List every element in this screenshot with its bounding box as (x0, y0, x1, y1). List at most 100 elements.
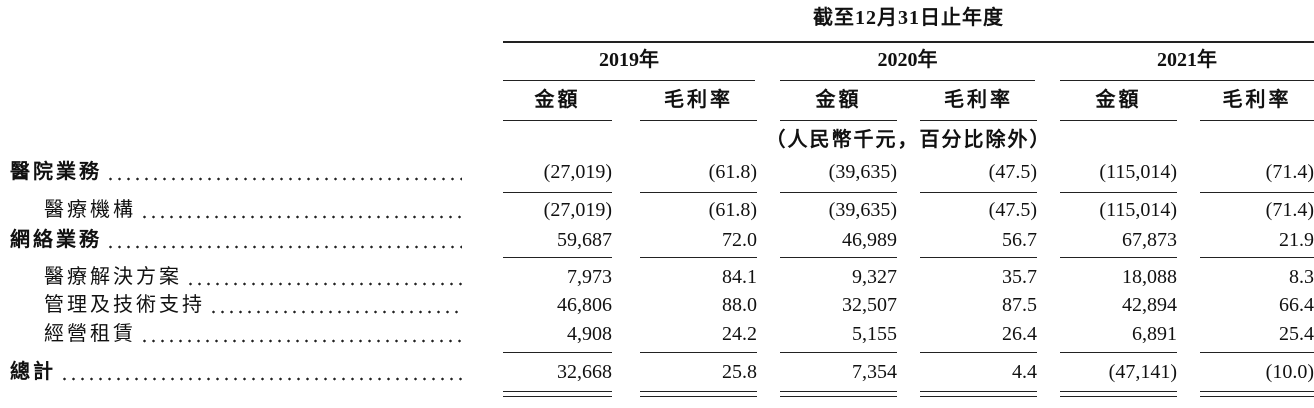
cell-value: 25.4 (1279, 323, 1314, 345)
row-rule (1060, 257, 1177, 258)
column-rule (1200, 120, 1314, 121)
column-rule (503, 120, 612, 121)
cell-value: (47.5) (988, 199, 1037, 221)
cell-value: 25.8 (722, 361, 757, 383)
cell-value: 46,806 (557, 294, 612, 316)
cell-value: (71.4) (1265, 199, 1314, 221)
total-double-rule (780, 391, 897, 392)
dot-leader (209, 310, 462, 314)
cell-value: 46,989 (842, 229, 897, 251)
cell-value: 87.5 (1002, 294, 1037, 316)
cell-value: 56.7 (1002, 229, 1037, 251)
cell-value: (115,014) (1099, 161, 1177, 183)
row-rule (1200, 352, 1314, 353)
cell-value: (61.8) (708, 199, 757, 221)
dot-leader (106, 245, 462, 249)
row-rule (503, 257, 612, 258)
total-double-rule (1060, 396, 1177, 397)
cell-value: 4.4 (1012, 361, 1037, 383)
row-rule (503, 192, 612, 193)
column-header: 毛利率 (944, 89, 1013, 111)
year-rule (1060, 80, 1314, 81)
total-double-rule (920, 391, 1037, 392)
row-rule (780, 257, 897, 258)
cell-value: 21.9 (1279, 229, 1314, 251)
column-rule (1060, 120, 1177, 121)
row-rule (780, 192, 897, 193)
row-rule (920, 192, 1037, 193)
column-header: 金額 (1095, 89, 1142, 111)
cell-value: 5,155 (852, 323, 897, 345)
row-rule (640, 352, 757, 353)
year-rule (780, 80, 1035, 81)
row-rule (780, 352, 897, 353)
row-label: 網絡業務 (10, 229, 102, 251)
cell-value: 59,687 (557, 229, 612, 251)
cell-value: (61.8) (708, 161, 757, 183)
cell-value: 18,088 (1122, 266, 1177, 288)
year-header: 2019年 (599, 49, 659, 71)
cell-value: 67,873 (1122, 229, 1177, 251)
total-double-rule (1060, 391, 1177, 392)
cell-value: 24.2 (722, 323, 757, 345)
cell-value: 72.0 (722, 229, 757, 251)
total-double-rule (780, 396, 897, 397)
row-rule (503, 352, 612, 353)
period-header: 截至12月31日止年度 (813, 7, 1004, 29)
cell-value: (47,141) (1108, 361, 1177, 383)
cell-value: 9,327 (852, 266, 897, 288)
dot-leader (186, 282, 462, 286)
row-label: 經營租賃 (44, 323, 136, 345)
column-rule (920, 120, 1037, 121)
row-label: 醫療解決方案 (44, 266, 182, 288)
row-rule (920, 257, 1037, 258)
total-double-rule (640, 391, 757, 392)
column-header: 金額 (815, 89, 862, 111)
row-label: 醫院業務 (10, 161, 102, 183)
column-header: 毛利率 (664, 89, 733, 111)
dot-leader (106, 177, 462, 181)
cell-value: 35.7 (1002, 266, 1037, 288)
cell-value: (115,014) (1099, 199, 1177, 221)
header-rule (503, 41, 1314, 43)
total-double-rule (503, 396, 612, 397)
cell-value: (39,635) (828, 161, 897, 183)
cell-value: 84.1 (722, 266, 757, 288)
cell-value: 4,908 (567, 323, 612, 345)
year-rule (503, 80, 755, 81)
total-double-rule (920, 396, 1037, 397)
cell-value: 88.0 (722, 294, 757, 316)
cell-value: 8.3 (1289, 266, 1314, 288)
row-rule (640, 192, 757, 193)
cell-value: 26.4 (1002, 323, 1037, 345)
column-header: 毛利率 (1222, 89, 1292, 111)
column-rule (640, 120, 757, 121)
cell-value: 66.4 (1279, 294, 1314, 316)
row-label: 總計 (10, 361, 56, 383)
cell-value: (47.5) (988, 161, 1037, 183)
dot-leader (140, 339, 462, 343)
cell-value: (71.4) (1265, 161, 1314, 183)
column-rule (780, 120, 897, 121)
cell-value: 7,354 (852, 361, 897, 383)
total-double-rule (640, 396, 757, 397)
cell-value: (39,635) (828, 199, 897, 221)
cell-value: (10.0) (1265, 361, 1314, 383)
total-double-rule (1200, 391, 1314, 392)
year-header: 2020年 (877, 49, 938, 71)
row-rule (640, 257, 757, 258)
row-rule (1060, 352, 1177, 353)
row-label: 醫療機構 (44, 199, 136, 221)
row-rule (1060, 192, 1177, 193)
cell-value: 7,973 (567, 266, 612, 288)
year-header: 2021年 (1157, 49, 1217, 71)
unit-note: （人民幣千元，百分比除外） (765, 129, 1052, 151)
row-label: 管理及技術支持 (44, 294, 205, 316)
cell-value: 6,891 (1132, 323, 1177, 345)
dot-leader (140, 215, 462, 219)
column-header: 金額 (534, 89, 581, 111)
cell-value: (27,019) (543, 199, 612, 221)
dot-leader (60, 377, 462, 381)
row-rule (1200, 192, 1314, 193)
